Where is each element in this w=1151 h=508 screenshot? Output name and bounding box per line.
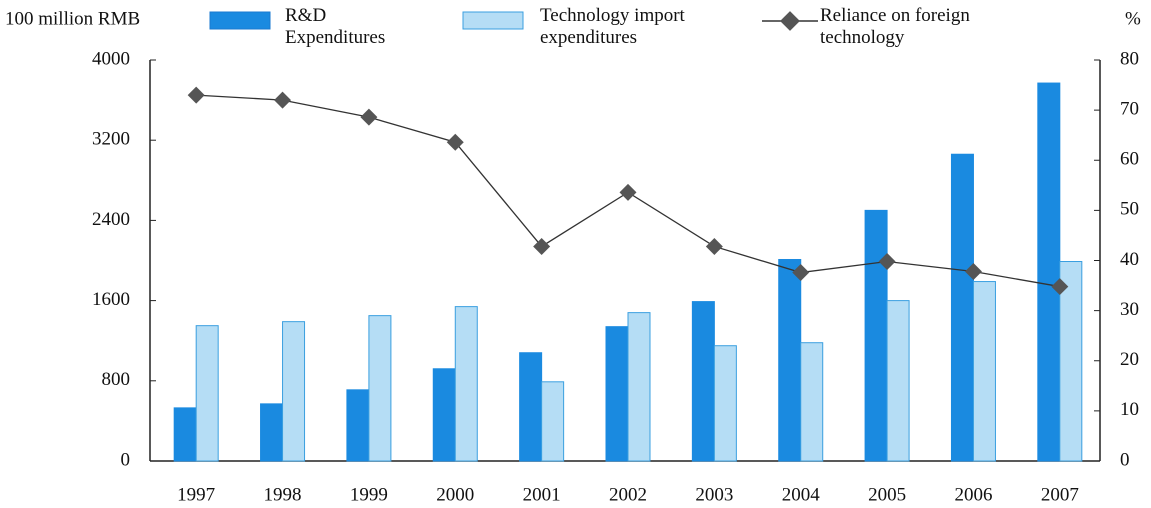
- bar: [886, 300, 910, 462]
- x-tick-label: 1999: [350, 484, 388, 505]
- marker: [964, 263, 982, 281]
- y2-tick-label: 50: [1120, 199, 1139, 220]
- legend-swatch: [209, 11, 271, 30]
- bar: [800, 342, 824, 462]
- bar: [173, 407, 197, 462]
- marker: [187, 86, 205, 104]
- bar: [260, 403, 284, 462]
- bar: [864, 209, 888, 462]
- bar: [950, 153, 974, 462]
- bar: [627, 312, 651, 462]
- legend-label: Reliance on foreign technology: [820, 5, 970, 48]
- bar: [713, 345, 737, 462]
- bar: [778, 258, 802, 462]
- y2-tick-label: 80: [1120, 48, 1139, 69]
- legend-marker: [780, 11, 800, 31]
- y2-axis-label: %: [1125, 8, 1141, 29]
- x-tick-label: 2004: [782, 484, 821, 505]
- marker: [619, 183, 637, 201]
- bar: [1059, 261, 1083, 462]
- bar: [605, 326, 629, 462]
- y2-tick-label: 70: [1120, 98, 1139, 119]
- y2-tick-label: 20: [1120, 349, 1139, 370]
- marker: [446, 133, 464, 151]
- legend-label: R&D Expenditures: [285, 5, 386, 48]
- x-tick-label: 1998: [264, 484, 302, 505]
- x-tick-label: 2002: [609, 484, 647, 505]
- y2-tick-label: 60: [1120, 149, 1139, 170]
- legend-label: Technology import expenditures: [540, 5, 685, 48]
- y-tick-label: 0: [121, 449, 131, 470]
- x-tick-label: 2003: [695, 484, 733, 505]
- y-tick-label: 1600: [92, 289, 130, 310]
- bar: [282, 321, 306, 462]
- y2-tick-label: 40: [1120, 249, 1139, 270]
- marker: [533, 237, 551, 255]
- marker: [792, 264, 810, 282]
- y2-tick-label: 10: [1120, 399, 1139, 420]
- x-tick-label: 1997: [177, 484, 215, 505]
- x-tick-label: 2007: [1041, 484, 1079, 505]
- bar: [691, 301, 715, 462]
- bar: [972, 281, 996, 462]
- x-tick-label: 2000: [436, 484, 474, 505]
- marker: [878, 253, 896, 270]
- bar: [195, 325, 219, 462]
- marker: [705, 237, 723, 255]
- bar: [541, 381, 565, 462]
- y-axis-label: 100 million RMB: [5, 8, 140, 29]
- marker: [274, 91, 292, 109]
- bar: [432, 368, 456, 462]
- marker: [360, 108, 378, 126]
- x-tick-label: 2001: [523, 484, 561, 505]
- legend-swatch: [462, 11, 524, 30]
- y-tick-label: 800: [102, 369, 131, 390]
- y-tick-label: 2400: [92, 209, 130, 230]
- x-tick-label: 2005: [868, 484, 906, 505]
- y2-tick-label: 30: [1120, 299, 1139, 320]
- bar: [346, 389, 370, 462]
- bar: [368, 315, 392, 462]
- bar: [519, 352, 543, 462]
- y-tick-label: 3200: [92, 129, 130, 150]
- bar: [1037, 82, 1061, 462]
- bar: [454, 306, 478, 462]
- x-tick-label: 2006: [954, 484, 992, 505]
- y2-tick-label: 0: [1120, 449, 1130, 470]
- y-tick-label: 4000: [92, 48, 130, 69]
